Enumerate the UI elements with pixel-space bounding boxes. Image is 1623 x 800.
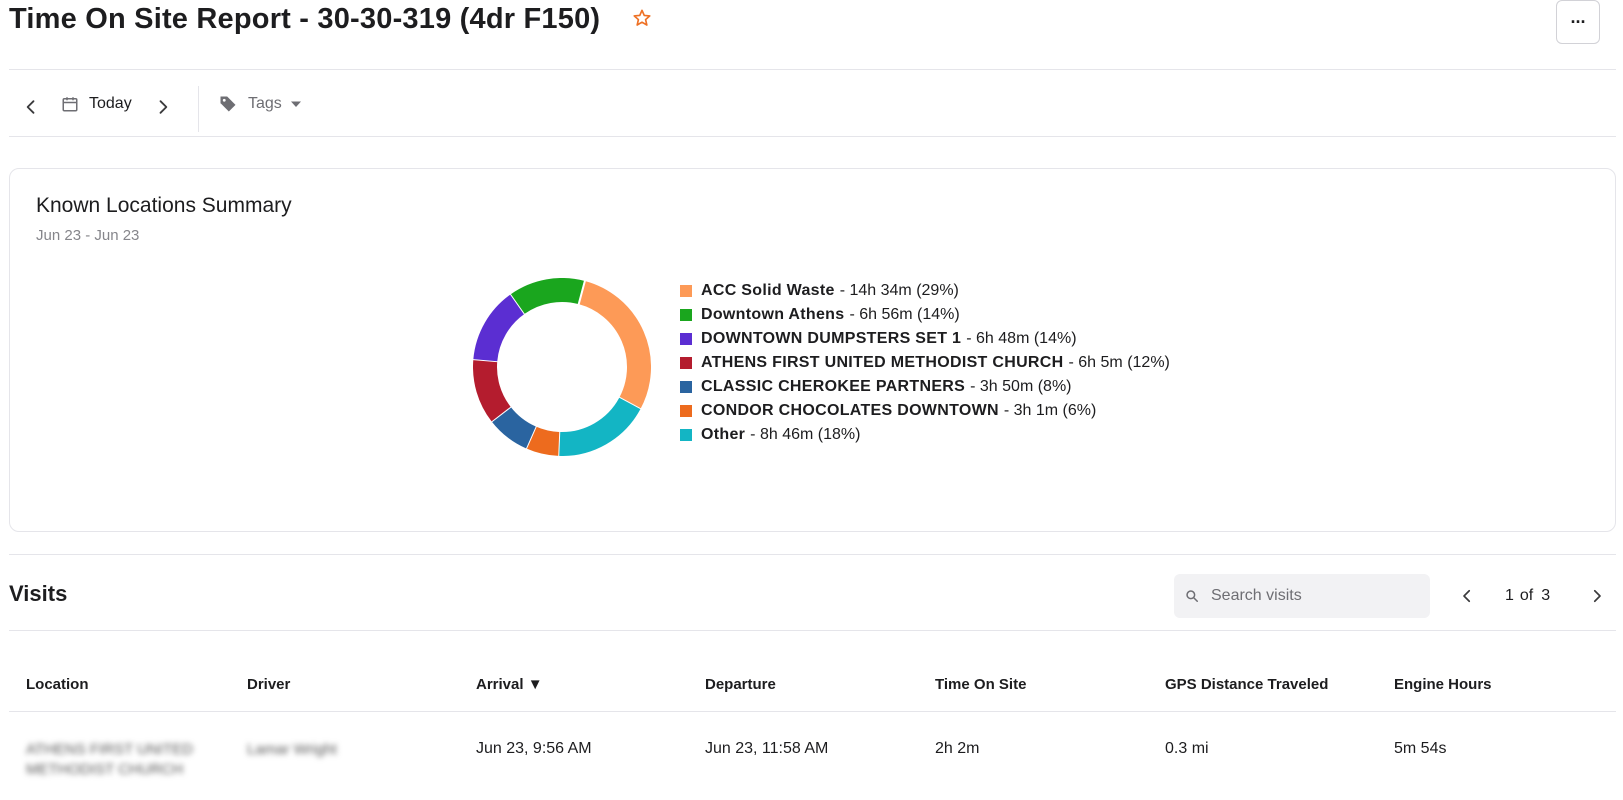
legend-swatch [680, 309, 692, 321]
page-total: 3 [1541, 587, 1551, 604]
search-visits-input[interactable] [1209, 586, 1419, 606]
legend-name: ATHENS FIRST UNITED METHODIST CHURCH [701, 354, 1064, 371]
previous-date-button[interactable] [21, 97, 41, 117]
date-toolbar: Today Tags [9, 86, 1623, 132]
legend-name: Downtown Athens [701, 306, 845, 323]
visits-table-header: Location Driver Arrival ▼ Departure Time… [9, 668, 1616, 708]
search-icon [1186, 590, 1199, 603]
donut-slice[interactable] [558, 397, 641, 456]
divider [9, 136, 1616, 137]
divider [9, 630, 1616, 631]
legend-swatch [680, 333, 692, 345]
legend-value: - 6h 56m (14%) [849, 306, 960, 323]
page-header: Time On Site Report - 30-30-319 (4dr F15… [9, 0, 1623, 70]
cell-time-on-site: 2h 2m [935, 740, 980, 757]
column-driver[interactable]: Driver [247, 676, 291, 693]
visits-title: Visits [9, 581, 68, 606]
legend-value: - 14h 34m (29%) [839, 282, 959, 299]
search-visits-box[interactable] [1174, 574, 1430, 618]
legend-swatch [680, 357, 692, 369]
donut-slice[interactable] [491, 406, 537, 449]
donut-slice[interactable] [510, 278, 585, 315]
legend-item[interactable]: CLASSIC CHEROKEE PARTNERS - 3h 50m (8%) [680, 375, 1170, 399]
cell-departure: Jun 23, 11:58 AM [705, 740, 829, 757]
legend-name: Other [701, 426, 746, 443]
donut-slice[interactable] [526, 426, 560, 456]
cell-arrival: Jun 23, 9:56 AM [476, 740, 592, 757]
chevron-right-icon [1593, 589, 1601, 603]
page-title: Time On Site Report - 30-30-319 (4dr F15… [9, 3, 601, 35]
legend-value: - 3h 1m (6%) [1003, 402, 1097, 419]
legend-value: - 6h 48m (14%) [966, 330, 1077, 347]
column-location[interactable]: Location [26, 676, 89, 693]
divider [9, 554, 1616, 555]
legend-name: CONDOR CHOCOLATES DOWNTOWN [701, 402, 999, 419]
divider [9, 711, 1616, 712]
column-gps-distance[interactable]: GPS Distance Traveled [1165, 676, 1329, 693]
legend-item[interactable]: Other - 8h 46m (18%) [680, 423, 1170, 447]
calendar-icon [62, 97, 78, 112]
summary-date-range: Jun 23 - Jun 23 [36, 227, 140, 244]
column-time-on-site[interactable]: Time On Site [935, 676, 1027, 693]
cell-gps-distance: 0.3 mi [1165, 740, 1209, 757]
legend-item[interactable]: Downtown Athens - 6h 56m (14%) [680, 303, 1170, 327]
more-options-label: ··· [1570, 12, 1587, 32]
legend-item[interactable]: DOWNTOWN DUMPSTERS SET 1- 6h 48m (14%) [680, 327, 1170, 351]
legend-swatch [680, 381, 692, 393]
donut-slice[interactable] [473, 359, 511, 422]
legend-swatch [680, 285, 692, 297]
date-label: Today [89, 95, 132, 112]
legend-item[interactable]: ATHENS FIRST UNITED METHODIST CHURCH - 6h… [680, 351, 1170, 375]
legend-value: - 8h 46m (18%) [750, 426, 861, 443]
legend-name: DOWNTOWN DUMPSTERS SET 1 [701, 330, 962, 347]
next-date-button[interactable] [153, 97, 173, 117]
donut-slice[interactable] [473, 294, 526, 362]
toolbar-divider [198, 86, 199, 132]
legend-item[interactable]: ACC Solid Waste - 14h 34m (29%) [680, 279, 1170, 303]
divider [9, 69, 1616, 70]
legend-value: - 6h 5m (12%) [1068, 354, 1170, 371]
page-current: 1 [1505, 587, 1514, 604]
table-row[interactable]: ATHENS FIRST UNITED METHODIST CHURCH Lam… [9, 718, 1616, 800]
tags-label: Tags [248, 95, 282, 112]
tag-icon [220, 96, 236, 112]
column-departure[interactable]: Departure [705, 676, 776, 693]
cell-driver: Lamar Wright [247, 741, 337, 758]
pagination-indicator: 1 of 3 [1505, 584, 1550, 608]
column-arrival[interactable]: Arrival ▼ [476, 676, 543, 693]
more-options-button[interactable]: ··· [1556, 0, 1600, 44]
donut-chart [473, 278, 651, 456]
legend-name: ACC Solid Waste [701, 282, 835, 299]
chart-legend: ACC Solid Waste - 14h 34m (29%) Downtown A… [680, 279, 1170, 447]
chevron-left-icon [1463, 589, 1471, 603]
page-of: of [1519, 587, 1534, 604]
favorite-star-icon[interactable] [632, 8, 652, 28]
legend-swatch [680, 429, 692, 441]
previous-page-button[interactable] [1455, 584, 1479, 608]
cell-location: ATHENS FIRST UNITED METHODIST CHURCH [26, 741, 193, 778]
legend-swatch [680, 405, 692, 417]
legend-name: CLASSIC CHEROKEE PARTNERS [701, 378, 966, 395]
slice-separator [617, 396, 642, 411]
next-page-button[interactable] [1585, 584, 1609, 608]
caret-down-icon [290, 101, 301, 107]
known-locations-summary-card: Known Locations Summary Jun 23 - Jun 23 … [9, 168, 1616, 532]
chevron-right-icon [159, 100, 168, 114]
date-picker-button[interactable]: Today [61, 95, 132, 113]
cell-engine-hours: 5m 54s [1394, 740, 1447, 757]
donut-slice[interactable] [578, 280, 651, 410]
summary-title: Known Locations Summary [36, 194, 292, 217]
legend-item[interactable]: CONDOR CHOCOLATES DOWNTOWN - 3h 1m (6%) [680, 399, 1170, 423]
tags-filter-button[interactable]: Tags [218, 94, 302, 114]
chevron-left-icon [26, 100, 35, 114]
slice-separator [577, 279, 587, 306]
legend-value: - 3h 50m (8%) [970, 378, 1072, 395]
column-engine-hours[interactable]: Engine Hours [1394, 676, 1492, 693]
